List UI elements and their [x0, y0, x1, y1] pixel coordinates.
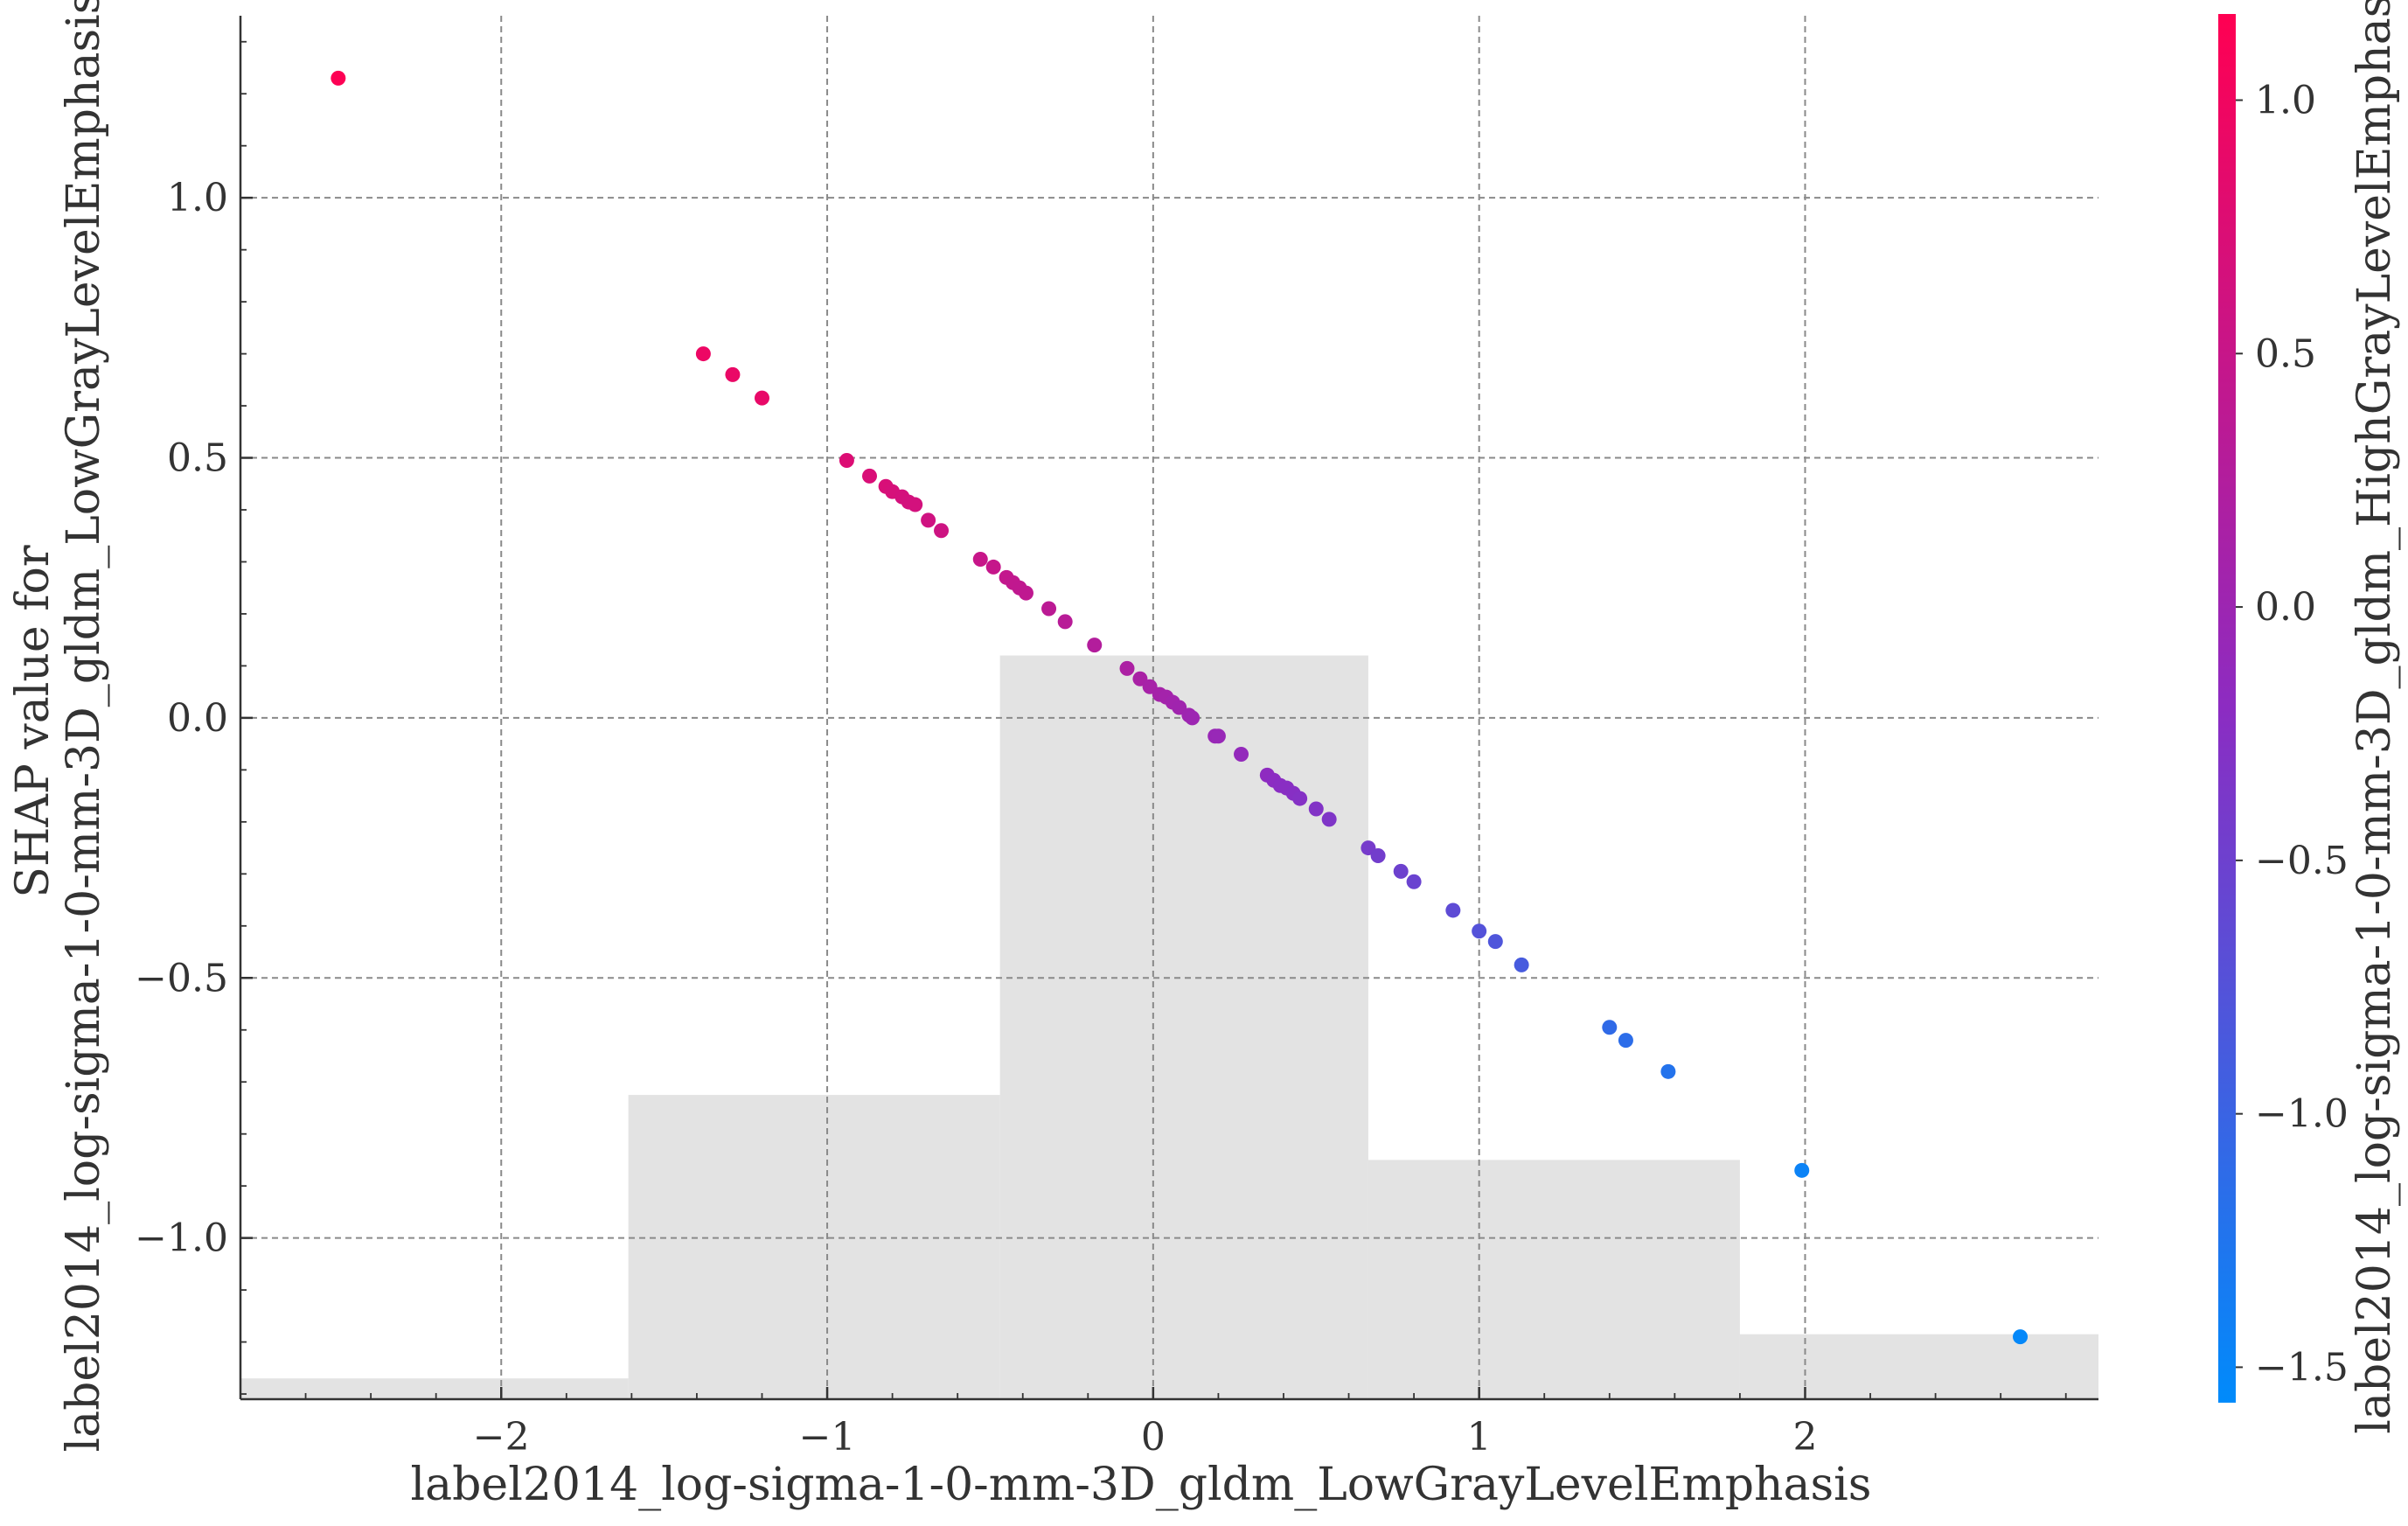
histogram-background: [240, 655, 2098, 1399]
scatter-point: [331, 70, 346, 86]
scatter-point: [985, 559, 1001, 575]
scatter-point: [1406, 874, 1422, 889]
scatter-point: [1487, 934, 1503, 950]
scatter-points: [331, 70, 2029, 1345]
scatter-point: [1794, 1162, 1810, 1178]
x-tick-label: 1: [1467, 1415, 1492, 1460]
x-tick-label: 2: [1792, 1415, 1817, 1460]
colorbar-tick-label: −0.5: [2255, 839, 2349, 883]
scatter-point: [1660, 1063, 1676, 1079]
histogram-bin-0: [240, 1378, 629, 1399]
scatter-point: [1445, 902, 1461, 918]
axes: −2 −1 0 1 2 1.0 0.5 0.0 −0.5 −1.0: [135, 16, 2098, 1460]
scatter-point: [1041, 601, 1057, 617]
colorbar-tick-label: 0.0: [2255, 585, 2316, 630]
y-axis-label-line1: SHAP value for: [7, 545, 59, 897]
scatter-point: [972, 552, 988, 567]
scatter-point: [1119, 660, 1135, 676]
y-tick-label: 1.0: [167, 176, 228, 220]
scatter-point: [1370, 848, 1386, 863]
scatter-point: [934, 523, 950, 539]
colorbar: 1.0 0.5 0.0 −0.5 −1.0 −1.5: [2218, 14, 2349, 1403]
scatter-point: [1087, 638, 1103, 653]
scatter-point: [1018, 585, 1033, 601]
scatter-point: [862, 468, 878, 484]
scatter-point: [754, 390, 769, 406]
scatter-point: [839, 453, 854, 468]
histogram-bin-2: [999, 655, 1368, 1399]
y-tick-label: −0.5: [135, 956, 228, 1000]
scatter-point: [1472, 923, 1487, 939]
colorbar-label: label2014_log-sigma-1-0-mm-3D_gldm_HighG…: [2349, 0, 2401, 1434]
scatter-point: [1234, 747, 1249, 763]
y-tick-label: 0.0: [167, 696, 228, 741]
scatter-point: [1393, 863, 1409, 879]
scatter-point: [725, 366, 741, 382]
scatter-point: [1210, 728, 1226, 744]
colorbar-tick-label: 1.0: [2255, 79, 2316, 123]
scatter-point: [1514, 957, 1529, 972]
x-axis-label: label2014_log-sigma-1-0-mm-3D_gldm_LowGr…: [411, 1459, 1872, 1511]
scatter-point: [1057, 614, 1073, 630]
x-tick-label: 0: [1141, 1415, 1166, 1460]
y-tick-label: 0.5: [167, 436, 228, 481]
scatter-point: [2013, 1329, 2029, 1345]
scatter-point: [1185, 710, 1201, 726]
histogram-bin-3: [1368, 1160, 1740, 1399]
x-tick-label: −1: [799, 1415, 856, 1460]
y-axis-label-line2: label2014_log-sigma-1-0-mm-3D_gldm_LowGr…: [58, 0, 110, 1452]
scatter-point: [908, 497, 923, 512]
scatter-point: [1292, 791, 1308, 806]
x-tick-label: −2: [473, 1415, 530, 1460]
histogram-bin-1: [628, 1095, 1000, 1399]
scatter-point: [1618, 1033, 1633, 1049]
colorbar-tick-label: −1.0: [2255, 1092, 2349, 1137]
colorbar-tick-label: −1.5: [2255, 1345, 2349, 1390]
y-tick-label: −1.0: [135, 1216, 228, 1261]
grid-lines: [240, 16, 2098, 1399]
scatter-point: [1308, 801, 1324, 817]
scatter-point: [1321, 812, 1337, 827]
colorbar-gradient: [2218, 14, 2236, 1403]
histogram-bin-4: [1739, 1334, 2098, 1399]
scatter-point: [1602, 1020, 1618, 1035]
scatter-point: [695, 346, 711, 362]
scatter-point: [921, 512, 936, 528]
colorbar-tick-label: 0.5: [2255, 331, 2316, 376]
